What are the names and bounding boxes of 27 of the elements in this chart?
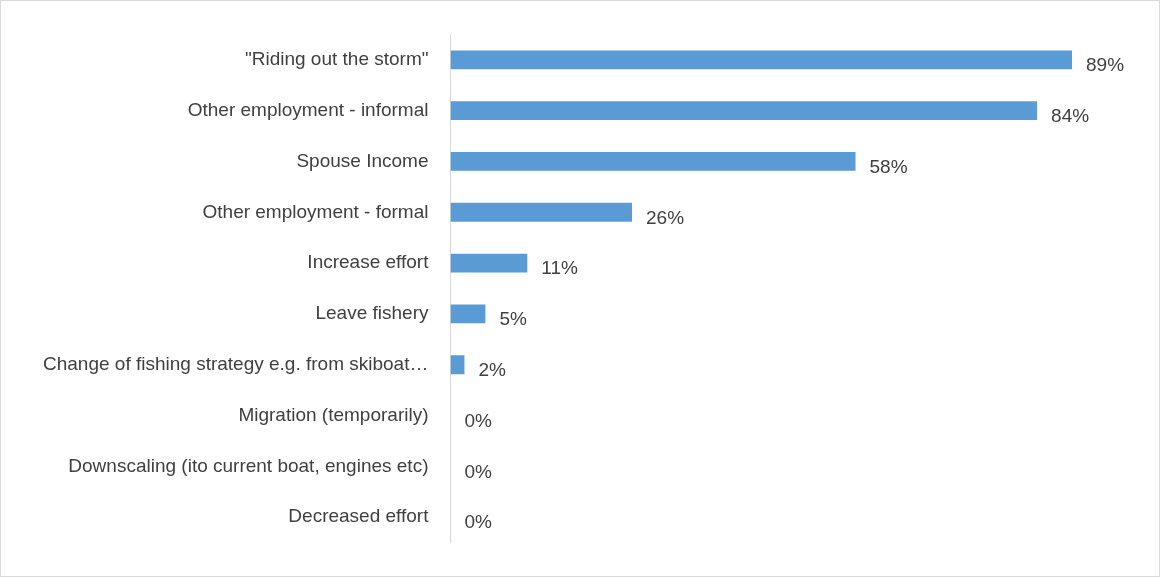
- data-label: 26%: [646, 206, 685, 228]
- y-tick-label: Decreased effort: [288, 505, 430, 527]
- y-tick-label: Other employment - informal: [187, 98, 429, 120]
- data-label: 58%: [869, 155, 908, 177]
- bar: [450, 101, 1038, 121]
- y-tick-label: "Riding out the storm": [244, 48, 429, 70]
- bar: [450, 355, 465, 375]
- y-tick-label: Leave fishery: [315, 302, 429, 324]
- data-label: 0%: [464, 409, 493, 431]
- bar: [450, 50, 1073, 70]
- data-label: 2%: [478, 358, 507, 380]
- bar: [450, 202, 633, 222]
- data-label: 11%: [541, 257, 579, 279]
- y-tick-label: Increase effort: [307, 251, 430, 273]
- data-label: 0%: [464, 511, 493, 533]
- bar: [450, 304, 486, 324]
- data-label: 84%: [1051, 104, 1090, 126]
- y-tick-label: Downscaling (ito current boat, engines etc): [68, 454, 429, 476]
- data-label: 0%: [464, 460, 493, 482]
- y-tick-label: Change of fishing strategy e.g. from skiboat…: [42, 352, 429, 374]
- y-tick-label: Spouse Income: [296, 149, 429, 171]
- data-label: 89%: [1086, 54, 1125, 76]
- y-tick-label: Migration (temporarily): [238, 403, 429, 425]
- bar: [450, 152, 856, 171]
- data-label: 5%: [499, 308, 527, 330]
- bar: [450, 253, 528, 273]
- y-tick-label: Other employment - formal: [202, 200, 429, 222]
